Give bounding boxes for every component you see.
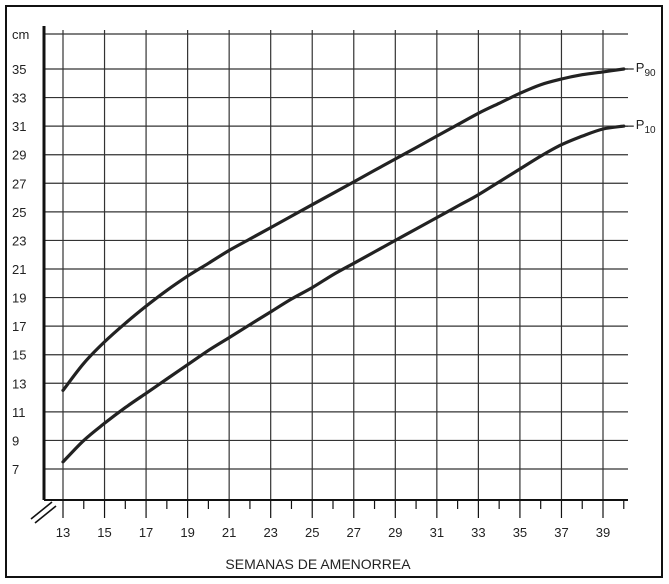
x-tick-label: 27 [347, 525, 361, 540]
x-tick-label: 39 [596, 525, 610, 540]
y-tick-label: 15 [12, 348, 26, 363]
x-tick-label: 21 [222, 525, 236, 540]
y-tick-label: 19 [12, 291, 26, 306]
axis-break-mark [30, 501, 53, 520]
y-tick-label: 33 [12, 91, 26, 106]
grid [44, 30, 628, 500]
y-tick-label: 31 [12, 119, 26, 134]
x-tick-label: 23 [263, 525, 277, 540]
y-tick-label: 35 [12, 62, 26, 77]
y-tick-label: 11 [12, 405, 26, 420]
x-tick-label: 31 [430, 525, 444, 540]
series-label-p90: P90 [636, 60, 656, 79]
x-tick-label: 25 [305, 525, 319, 540]
y-axis-unit-label: cm [12, 27, 29, 42]
y-tick-label: 9 [12, 433, 19, 448]
y-tick-label: 13 [12, 376, 26, 391]
x-tick-label: 33 [471, 525, 485, 540]
y-tick-label: 21 [12, 262, 26, 277]
y-tick-label: 29 [12, 148, 26, 163]
axes [30, 26, 628, 524]
x-tick-label: 19 [180, 525, 194, 540]
x-tick-label: 37 [554, 525, 568, 540]
x-tick-label: 15 [97, 525, 111, 540]
series [61, 67, 634, 464]
labels: cm SEMANAS DE AMENORREA 13 15 17 19 21 23 25 27… [12, 27, 656, 572]
x-tick-label: 35 [513, 525, 527, 540]
y-tick-label: 17 [12, 319, 26, 334]
y-tick-label: 7 [12, 462, 19, 477]
series-line-p10 [61, 124, 626, 464]
y-tick-label: 27 [12, 176, 26, 191]
series-line-p90 [61, 67, 626, 392]
chart-frame [5, 5, 663, 578]
x-tick-label: 17 [139, 525, 153, 540]
series-label-p10: P10 [636, 117, 656, 136]
x-tick-label: 29 [388, 525, 402, 540]
x-axis-title: SEMANAS DE AMENORREA [225, 556, 411, 572]
y-tick-label: 23 [12, 233, 26, 248]
axis-break-mark [34, 505, 57, 524]
y-tick-label: 25 [12, 205, 26, 220]
x-tick-label: 13 [56, 525, 70, 540]
